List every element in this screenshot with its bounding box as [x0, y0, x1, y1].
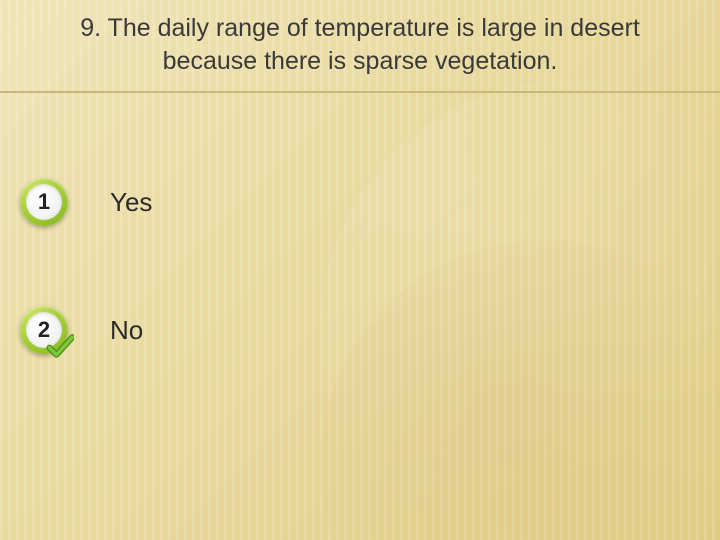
option-row-1[interactable]: 1 Yes	[0, 178, 720, 226]
question-text: 9. The daily range of temperature is lar…	[30, 12, 690, 77]
question-line-2: because there is sparse vegetation.	[163, 47, 558, 75]
badge-inner-circle: 1	[26, 184, 62, 220]
option-badge-2: 2	[20, 306, 68, 354]
question-block: 9. The daily range of temperature is lar…	[0, 0, 720, 93]
option-label-no: No	[110, 315, 143, 346]
option-row-2[interactable]: 2 No	[0, 306, 720, 354]
badge-number: 1	[38, 189, 50, 215]
option-label-yes: Yes	[110, 187, 152, 218]
question-line-1: 9. The daily range of temperature is lar…	[80, 14, 640, 42]
option-badge-1: 1	[20, 178, 68, 226]
checkmark-icon	[46, 332, 74, 360]
options-list: 1 Yes 2 No	[0, 178, 720, 354]
slide: 9. The daily range of temperature is lar…	[0, 0, 720, 540]
